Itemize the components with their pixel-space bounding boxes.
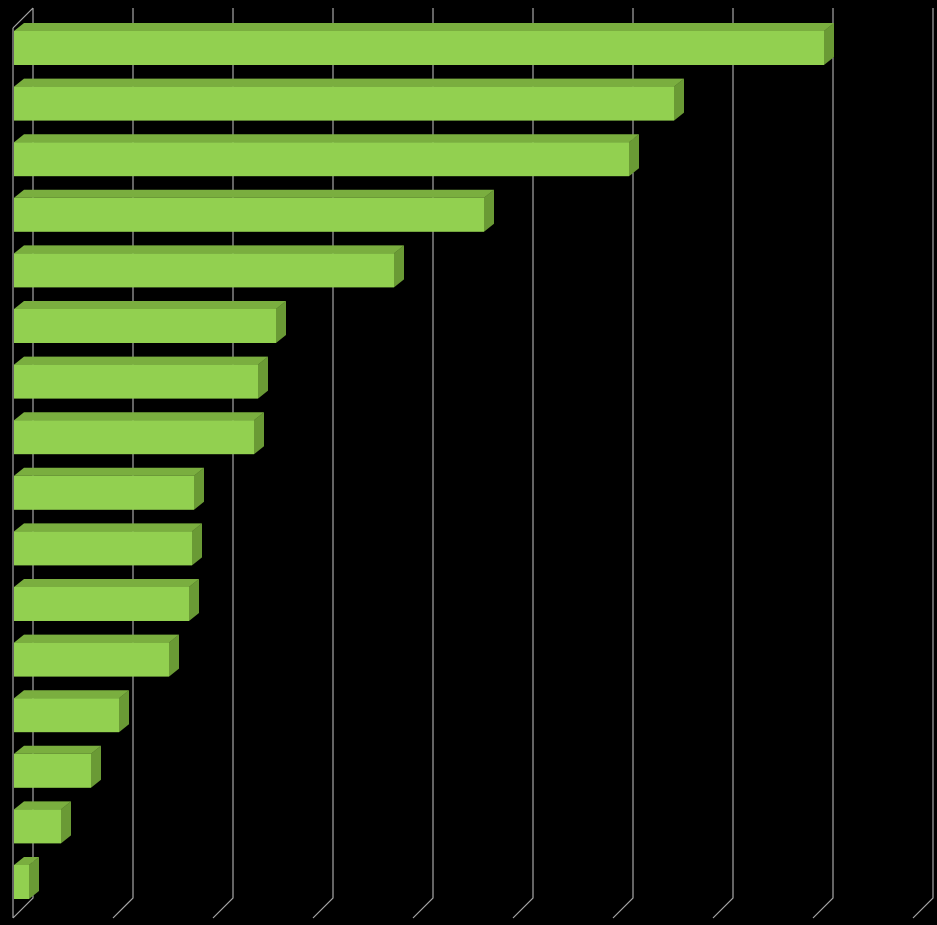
bar-top-face xyxy=(14,467,204,476)
bar-side-face xyxy=(394,245,404,288)
bar-side-face xyxy=(674,78,684,121)
bar-front-face xyxy=(14,364,258,399)
bar-top-face xyxy=(14,134,639,143)
bar xyxy=(14,467,204,510)
bar xyxy=(14,801,71,844)
bar-front-face xyxy=(14,531,192,566)
bar-front-face xyxy=(14,865,29,899)
bar-side-face xyxy=(169,634,179,677)
bar-top-face xyxy=(14,23,834,31)
bar-side-face xyxy=(276,301,286,343)
gridline xyxy=(812,8,834,919)
bar-front-face xyxy=(14,31,824,65)
bar-front-face xyxy=(14,587,189,621)
gridline xyxy=(612,8,634,919)
bar-top-face xyxy=(14,857,39,865)
bar-front-face xyxy=(14,309,276,343)
bar-top-face xyxy=(14,690,129,699)
bar-top-face xyxy=(14,801,71,810)
bar-front-face xyxy=(14,475,194,510)
bar xyxy=(14,78,684,121)
bars xyxy=(14,23,834,899)
gridline xyxy=(312,8,334,919)
bar-side-face xyxy=(254,412,264,455)
bar xyxy=(14,523,202,566)
gridline xyxy=(412,8,434,919)
bar-top-face xyxy=(14,634,179,643)
bar xyxy=(14,690,129,733)
bar xyxy=(14,245,404,288)
bar-side-face xyxy=(61,801,71,844)
bar-top-face xyxy=(14,301,286,309)
bar-front-face xyxy=(14,809,61,844)
bar-side-face xyxy=(484,189,494,232)
bar-top-face xyxy=(14,412,264,421)
gridline xyxy=(712,8,734,919)
bar-side-face xyxy=(258,356,268,399)
gridline xyxy=(512,8,534,919)
bar-front-face xyxy=(14,253,394,288)
bar xyxy=(14,634,179,677)
bar-side-face xyxy=(119,690,129,733)
bar xyxy=(14,189,494,232)
axis-line xyxy=(12,7,34,29)
bar xyxy=(14,134,639,177)
gridline xyxy=(912,8,934,919)
bar-front-face xyxy=(14,420,254,455)
bar-side-face xyxy=(189,579,199,621)
bar-front-face xyxy=(14,197,484,232)
bar-top-face xyxy=(14,356,268,365)
bar xyxy=(14,579,199,621)
bar-front-face xyxy=(14,86,674,121)
bar-side-face xyxy=(91,745,101,788)
bar-top-face xyxy=(14,579,199,587)
bar xyxy=(14,301,286,343)
bar-side-face xyxy=(824,23,834,65)
bar-top-face xyxy=(14,523,202,532)
bar xyxy=(14,745,101,788)
bar xyxy=(14,412,264,455)
bar xyxy=(14,23,834,65)
bar-top-face xyxy=(14,245,404,254)
bar xyxy=(14,356,268,399)
bar-side-face xyxy=(629,134,639,177)
bar-front-face xyxy=(14,142,629,177)
bar-side-face xyxy=(194,467,204,510)
bar-front-face xyxy=(14,642,169,677)
bar-front-face xyxy=(14,753,91,788)
bar-side-face xyxy=(192,523,202,566)
bar-side-face xyxy=(29,857,39,899)
bar-top-face xyxy=(14,189,494,198)
bar-top-face xyxy=(14,745,101,754)
bar xyxy=(14,857,39,899)
bar-top-face xyxy=(14,78,684,87)
bar-front-face xyxy=(14,698,119,733)
